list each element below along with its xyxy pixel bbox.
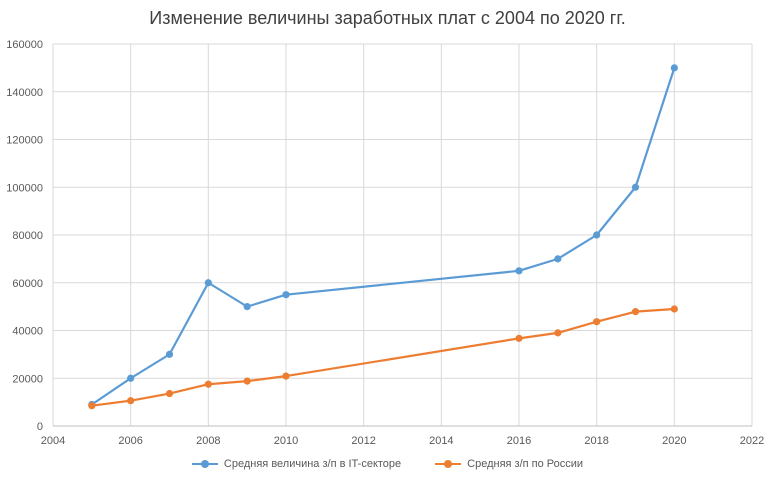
series-layer [88, 64, 678, 410]
y-tick-label: 20000 [12, 373, 43, 385]
legend-item: Средняя з/п по России [435, 458, 583, 470]
series-1 [88, 64, 678, 409]
y-tick-label: 100000 [6, 182, 43, 194]
data-point [127, 374, 135, 382]
x-tick-label: 2008 [196, 435, 220, 447]
x-tick-label: 2012 [351, 435, 375, 447]
data-point [631, 183, 640, 191]
data-point [243, 377, 251, 385]
data-point [554, 329, 562, 337]
legend-item: Средняя величина з/п в IT-секторе [191, 458, 402, 470]
y-tick-label: 80000 [12, 230, 43, 242]
data-point [165, 389, 174, 398]
data-point [282, 291, 290, 299]
legend-label: Средняя величина з/п в IT-секторе [223, 458, 402, 470]
series-2 [88, 305, 678, 410]
data-point [670, 64, 678, 72]
legend-label: Средняя з/п по России [467, 458, 584, 470]
x-tick-label: 2016 [507, 435, 531, 447]
series-line [91, 67, 676, 406]
data-point [670, 305, 678, 313]
data-point [204, 380, 212, 388]
y-tick-label: 140000 [6, 87, 43, 99]
data-point [127, 397, 135, 405]
data-point [88, 402, 96, 410]
y-tick-label: 160000 [6, 39, 43, 51]
legend-swatch [191, 459, 218, 469]
data-point [282, 372, 290, 380]
data-point [515, 334, 523, 342]
y-tick-label: 60000 [12, 278, 43, 290]
x-tick-label: 2006 [118, 435, 142, 447]
x-tick-label: 2022 [740, 435, 764, 447]
x-tick-label: 2020 [662, 435, 686, 447]
x-tick-label: 2010 [274, 435, 298, 447]
x-tick-label: 2018 [584, 435, 608, 447]
y-tick-label: 0 [37, 421, 43, 433]
chart-title: Изменение величины заработных плат с 200… [149, 8, 626, 28]
y-tick-label: 120000 [6, 135, 43, 147]
data-point [204, 279, 212, 287]
x-tick-label: 2004 [41, 435, 65, 447]
legend: Средняя величина з/п в IT-секторе Средняя… [0, 458, 775, 470]
axes: 0 20000 40000 60000 80000 100000 120000 140000 1… [6, 39, 764, 447]
data-point [631, 308, 640, 316]
data-point [593, 231, 601, 239]
data-point [165, 350, 174, 358]
grid-lines [52, 43, 753, 427]
y-tick-label: 40000 [12, 326, 43, 338]
series-line [91, 307, 675, 407]
data-point [515, 267, 523, 275]
data-point [593, 318, 601, 326]
x-tick-label: 2014 [429, 435, 453, 447]
legend-swatch [435, 459, 462, 469]
data-point [554, 255, 562, 263]
data-point [243, 303, 251, 311]
